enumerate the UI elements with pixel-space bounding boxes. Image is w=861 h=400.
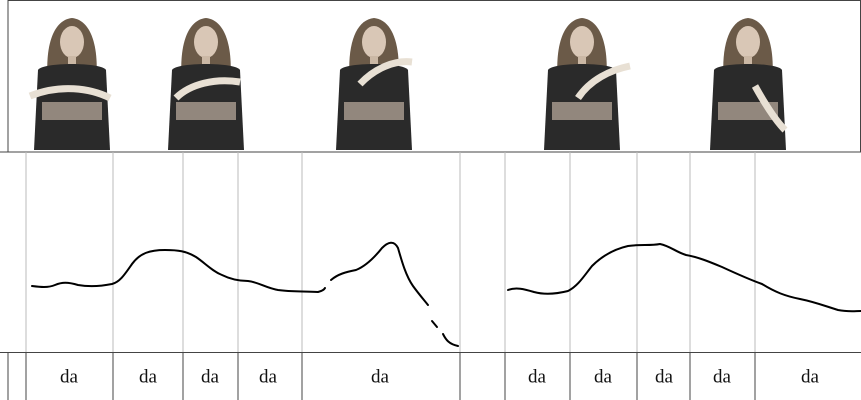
syllable-label: da [259, 366, 278, 387]
figure: da da da da da da da da da da [0, 0, 861, 400]
pitch-contour [432, 321, 437, 327]
grid-lines [26, 152, 755, 352]
contour-panel [0, 152, 861, 353]
syllable-label: da [371, 366, 390, 387]
syllable-label: da [713, 366, 732, 387]
syllable-label: da [655, 366, 674, 387]
syllable-row: da da da da da da da da da da [8, 352, 820, 400]
signer-photo [544, 18, 620, 150]
syllable-label: da [528, 366, 547, 387]
syllable-label: da [594, 366, 613, 387]
pitch-contour [508, 244, 861, 311]
photo-strip [8, 1, 861, 153]
signer-photo [710, 18, 786, 150]
pitch-contour [443, 334, 458, 346]
signer-photo [34, 18, 110, 150]
syllable-label: da [139, 366, 158, 387]
syllable-label: da [60, 366, 79, 387]
syllable-label: da [201, 366, 220, 387]
syllable-label: da [801, 366, 820, 387]
pitch-contour [32, 250, 325, 292]
pitch-contour [331, 243, 428, 305]
signer-photo [336, 18, 412, 150]
